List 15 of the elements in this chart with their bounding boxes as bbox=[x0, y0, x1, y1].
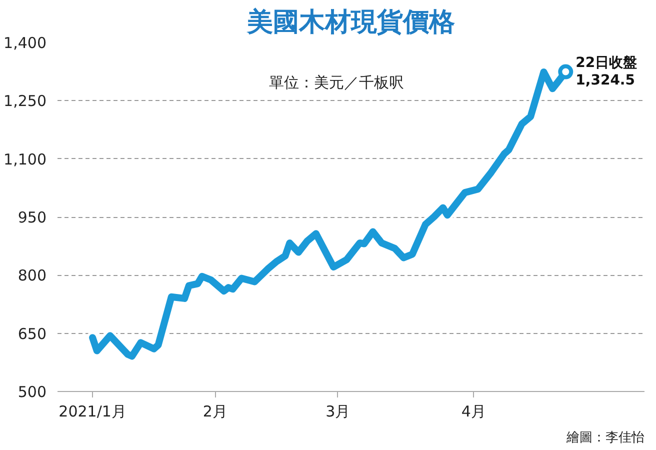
y-tick-label: 950 bbox=[18, 208, 47, 226]
y-tick-label: 650 bbox=[18, 324, 47, 343]
x-tick-label: 3月 bbox=[326, 402, 350, 420]
y-tick-label: 1,400 bbox=[4, 34, 47, 52]
text: 繪圖：李佳怡 bbox=[566, 430, 644, 446]
y-tick-label: 1,250 bbox=[4, 92, 47, 110]
y-tick-label: 500 bbox=[18, 383, 47, 401]
annotation: 單位：美元／千板呎 bbox=[268, 73, 404, 92]
x-tick-label: 2月 bbox=[202, 402, 228, 420]
annotation: 22日收盤 1,324.5 bbox=[576, 54, 638, 89]
y-tick-label: 1,100 bbox=[4, 150, 47, 168]
x-tick-label: 4月 bbox=[461, 402, 486, 420]
x-tick-label: 2021/1月 bbox=[58, 402, 126, 420]
chart-title: 美國木材現貨價格 bbox=[246, 8, 455, 38]
y-tick-label: 800 bbox=[18, 266, 47, 285]
